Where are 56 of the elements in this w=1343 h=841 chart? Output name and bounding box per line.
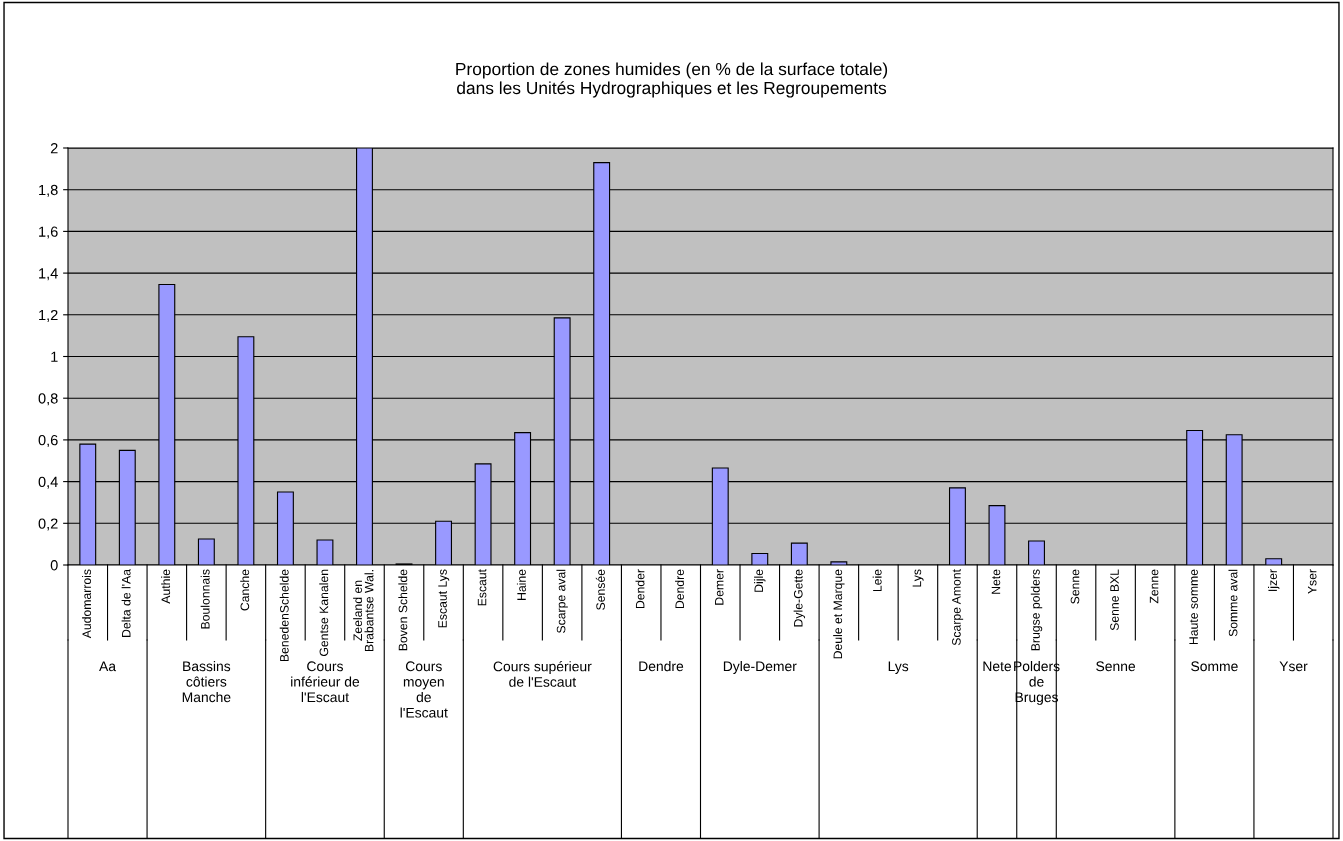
y-tick-label: 1	[51, 351, 58, 362]
x-tick-label: Gentse Kanalen	[319, 569, 329, 657]
x-tick-label: Deule et Marque	[833, 569, 845, 659]
x-tick-label: Somme aval	[1228, 569, 1238, 637]
x-tick-label: Brugse polders	[1030, 569, 1043, 651]
x-tick-label: Escaut Lys	[438, 569, 450, 628]
x-tick-label: Leie	[872, 569, 882, 592]
chart-title: Proportion de zones humides (en % de la surface totale) dans les Unités Hydrographiques et les Regroupements	[456, 62, 888, 98]
x-tick-label: Haine	[516, 569, 526, 600]
y-tick-label: 0,2	[38, 518, 58, 531]
x-tick-label: Nete	[991, 569, 1001, 594]
text: Aa	[99, 661, 117, 672]
text: Somme	[1191, 661, 1238, 672]
text: Cours supérieur de l'Escaut	[493, 661, 592, 687]
y-tick-label: 0,6	[38, 435, 58, 448]
x-tick-label: Boven Schelde	[398, 569, 408, 651]
x-tick-label: Escaut	[477, 569, 487, 606]
x-tick-label: Yser	[1307, 569, 1317, 594]
x-tick-label: Audomarrois	[82, 569, 92, 639]
text: Lys	[888, 661, 909, 674]
x-tick-label: Lys	[912, 569, 924, 587]
x-tick-label: Dender	[635, 569, 645, 609]
x-tick-label: Delta de l'Aa	[121, 569, 131, 637]
x-tick-label: Scarpe Amont	[952, 569, 964, 646]
x-tick-label: Ijzer	[1268, 569, 1280, 591]
x-tick-label: BenedenSchelde	[279, 569, 289, 662]
x-tick-label: Sensée	[595, 569, 605, 610]
y-tick-label: 0	[50, 560, 58, 571]
text: Cours moyen de l'Escaut	[400, 661, 448, 718]
text: Senne	[1096, 661, 1136, 672]
x-tick-label: Canche	[240, 569, 250, 611]
x-tick-label: Dendre	[675, 569, 685, 609]
x-tick-label: Demer	[715, 569, 724, 605]
x-tick-label: Zenne	[1149, 569, 1159, 604]
y-tick-label: 0,8	[38, 393, 58, 406]
y-tick-label: 1,6	[39, 226, 58, 239]
text: Bassins côtiers Manche	[182, 661, 231, 703]
x-tick-label: Dyle-Gette	[793, 569, 806, 627]
text: Nete	[983, 661, 1012, 672]
text: Cours inférieur de l'Escaut	[291, 661, 360, 703]
x-tick-label: Dijle	[754, 569, 766, 592]
y-tick-label: 1,8	[39, 184, 58, 197]
x-tick-label: Zeeland en Brabantse Wal.	[353, 570, 374, 652]
text: Dyle-Demer	[723, 661, 797, 674]
y-tick-label: 1,2	[39, 309, 58, 322]
text: Yser	[1279, 661, 1308, 672]
x-tick-label: Boulonnais	[200, 569, 210, 629]
x-tick-label: Senne BXL	[1110, 569, 1119, 631]
x-tick-label: Authie	[161, 569, 171, 604]
x-tick-label: Haute somme	[1189, 569, 1198, 645]
y-tick-label: 1,4	[39, 268, 58, 281]
text: Dendre	[639, 661, 684, 672]
x-tick-label: Scarpe aval	[556, 569, 568, 633]
y-tick-label: 2	[50, 143, 58, 154]
y-tick-label: 0,4	[38, 476, 58, 489]
x-tick-label: Senne	[1070, 569, 1080, 604]
